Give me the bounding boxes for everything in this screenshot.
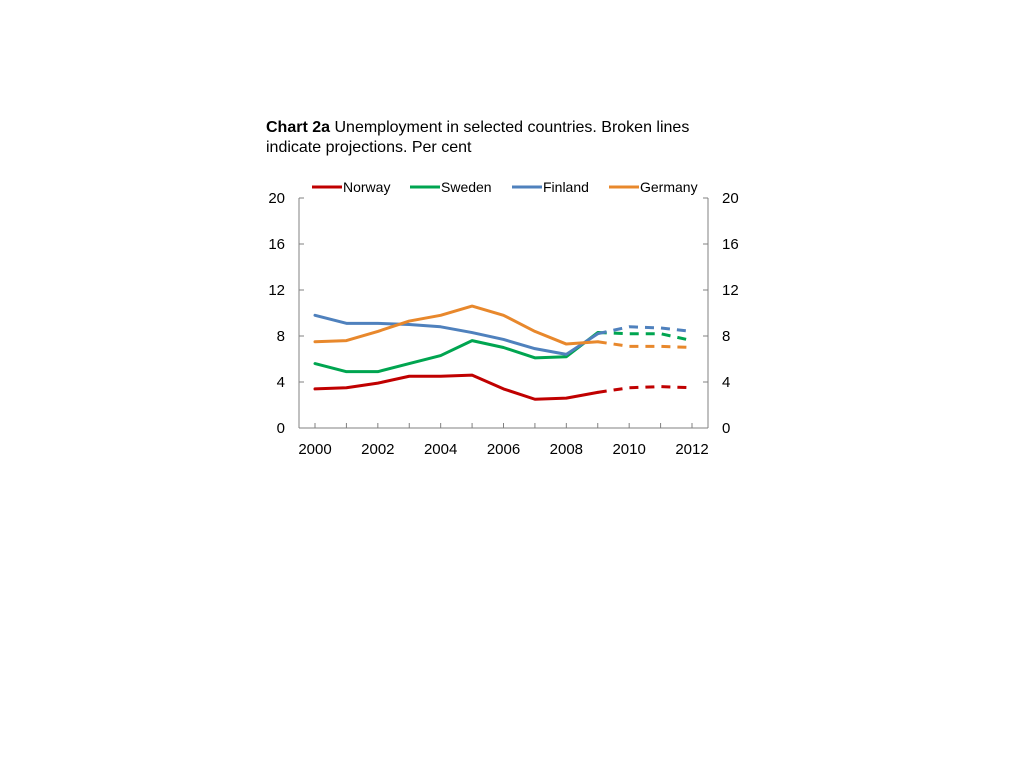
y-tick-label-left: 8: [277, 328, 285, 345]
chart-title-prefix: Chart 2a: [266, 119, 331, 136]
series-lines: [313, 304, 693, 401]
y-tick-label-right: 8: [722, 328, 730, 345]
y-tick-label-left: 20: [268, 190, 285, 207]
axes: 0 0 4 4 8 8 12 12 16 16 20 20 2000 2002 2004 2006 2008 20…: [268, 190, 738, 458]
x-tick-label: 2006: [487, 441, 520, 458]
y-tick-label-right: 12: [722, 282, 739, 299]
series-projection-sweden: [597, 331, 693, 343]
y-tick-label-right: 16: [722, 236, 739, 253]
x-tick-label: 2010: [612, 441, 645, 458]
legend: Norway Sweden Finland Germany: [312, 179, 698, 195]
series-line-sweden: [313, 331, 600, 374]
x-tick-label: 2004: [424, 441, 457, 458]
legend-label-norway: Norway: [343, 179, 390, 195]
y-tick-label-left: 12: [268, 282, 285, 299]
x-tick-label: 2008: [550, 441, 583, 458]
y-tick-label-left: 16: [268, 236, 285, 253]
x-tick-label: 2002: [361, 441, 394, 458]
series-projection-finland: [597, 325, 693, 336]
x-tick-label: 2000: [298, 441, 331, 458]
legend-label-finland: Finland: [543, 179, 589, 195]
series-line-finland: [313, 313, 600, 356]
chart-title: Chart 2a Unemployment in selected countr…: [266, 118, 736, 158]
x-tick-label: 2012: [675, 441, 708, 458]
series-line-norway: [313, 373, 600, 401]
series-projection-germany: [597, 340, 693, 349]
y-tick-label-right: 20: [722, 190, 739, 207]
chart-title-text: Unemployment in selected countries. Brok…: [266, 119, 690, 156]
series-line-germany: [313, 304, 600, 346]
y-tick-label-right: 4: [722, 374, 730, 391]
y-tick-label-left: 4: [277, 374, 285, 391]
legend-label-sweden: Sweden: [441, 179, 492, 195]
y-tick-label-right: 0: [722, 420, 730, 437]
series-projection-norway: [597, 385, 693, 394]
legend-label-germany: Germany: [640, 179, 698, 195]
y-tick-label-left: 0: [277, 420, 285, 437]
